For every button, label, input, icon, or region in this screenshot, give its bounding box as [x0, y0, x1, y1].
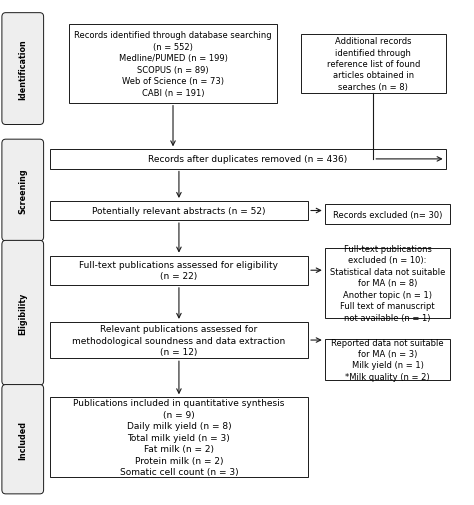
- Text: Records excluded (n= 30): Records excluded (n= 30): [333, 210, 442, 219]
- FancyBboxPatch shape: [325, 339, 450, 380]
- Text: Eligibility: Eligibility: [18, 292, 27, 334]
- Text: Records after duplicates removed (n = 436): Records after duplicates removed (n = 43…: [148, 155, 347, 164]
- FancyBboxPatch shape: [301, 35, 446, 93]
- Text: Included: Included: [18, 420, 27, 459]
- FancyBboxPatch shape: [50, 397, 308, 477]
- FancyBboxPatch shape: [50, 256, 308, 285]
- FancyBboxPatch shape: [50, 150, 446, 169]
- FancyBboxPatch shape: [325, 248, 450, 318]
- Text: Potentially relevant abstracts (n = 52): Potentially relevant abstracts (n = 52): [92, 207, 266, 216]
- FancyBboxPatch shape: [2, 14, 44, 125]
- FancyBboxPatch shape: [325, 205, 450, 225]
- Text: Full-text publications
excluded (n = 10):
Statistical data not suitable
for MA (: Full-text publications excluded (n = 10)…: [330, 244, 445, 322]
- Text: Full-text publications assessed for eligibility
(n = 22): Full-text publications assessed for elig…: [80, 261, 278, 281]
- FancyBboxPatch shape: [69, 25, 277, 104]
- FancyBboxPatch shape: [2, 241, 44, 385]
- FancyBboxPatch shape: [2, 140, 44, 241]
- Text: Identification: Identification: [18, 39, 27, 100]
- FancyBboxPatch shape: [50, 201, 308, 221]
- Text: Additional records
identified through
reference list of found
articles obtained : Additional records identified through re…: [327, 37, 420, 92]
- Text: Reported data not suitable
for MA (n = 3)
Milk yield (n = 1)
*Milk quality (n = : Reported data not suitable for MA (n = 3…: [331, 338, 444, 381]
- Text: Relevant publications assessed for
methodological soundness and data extraction
: Relevant publications assessed for metho…: [73, 324, 285, 357]
- Text: Records identified through database searching
(n = 552)
Medline/PUMED (n = 199)
: Records identified through database sear…: [74, 31, 272, 97]
- FancyBboxPatch shape: [2, 385, 44, 494]
- FancyBboxPatch shape: [50, 322, 308, 359]
- Text: Screening: Screening: [18, 168, 27, 214]
- Text: Publications included in quantitative synthesis
(n = 9)
Daily milk yield (n = 8): Publications included in quantitative sy…: [73, 398, 284, 476]
